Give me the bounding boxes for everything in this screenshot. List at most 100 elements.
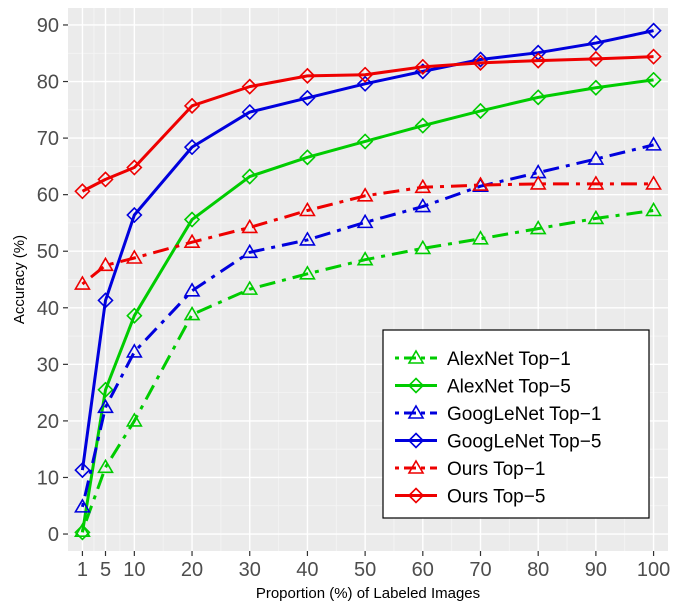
data-point — [414, 178, 432, 194]
x-tick-label: 5 — [100, 559, 111, 581]
legend: AlexNet Top−1 AlexNet Top−5 GoogLeNet Top−… — [382, 329, 650, 519]
data-point — [97, 381, 114, 398]
data-point — [183, 139, 201, 156]
legend-marker — [407, 432, 425, 449]
y-tick-label: 10 — [37, 467, 59, 489]
data-point — [356, 75, 374, 92]
series-line — [81, 209, 654, 532]
data-point — [645, 136, 662, 151]
data-point — [125, 249, 143, 264]
legend-label: Ours Top−1 — [447, 459, 545, 480]
legend-item: AlexNet Top−5 — [395, 377, 571, 398]
y-axis-title: Accuracy (%) — [11, 235, 28, 324]
series-layer — [74, 22, 662, 541]
y-tick-label: 30 — [37, 354, 59, 376]
data-point — [587, 209, 605, 225]
y-tick-label: 70 — [37, 128, 59, 150]
data-point — [645, 201, 662, 217]
data-point — [125, 343, 143, 358]
data-point — [472, 102, 489, 120]
x-tick-label: 50 — [354, 559, 376, 581]
x-tick-label: 40 — [296, 559, 318, 581]
series-ours-top-1 — [74, 175, 662, 290]
y-tick-label: 90 — [37, 15, 59, 37]
y-axis: 0 10 20 30 40 50 60 70 80 90 — [37, 15, 68, 546]
data-point — [74, 522, 91, 538]
data-point — [299, 67, 316, 85]
series-alexnet-top-5 — [74, 71, 662, 541]
y-tick-label: 20 — [37, 411, 59, 433]
data-point — [299, 89, 316, 107]
x-tick-label: 100 — [637, 559, 670, 581]
data-point — [74, 275, 91, 290]
legend-label: GoogLeNet Top−1 — [447, 404, 601, 425]
series-alexnet-top-1 — [74, 201, 662, 538]
data-point — [183, 305, 201, 321]
x-tick-label: 90 — [585, 559, 607, 581]
x-tick-label: 30 — [239, 559, 261, 581]
x-tick-label: 80 — [527, 559, 549, 581]
data-point — [414, 58, 431, 75]
data-point — [645, 22, 662, 39]
data-point — [183, 97, 201, 114]
legend-item: Ours Top−1 — [395, 459, 545, 480]
data-point — [530, 89, 547, 106]
y-tick-label: 80 — [37, 72, 59, 94]
legend-label: AlexNet Top−5 — [447, 377, 571, 398]
x-tick-label: 60 — [412, 559, 434, 581]
legend-item: GoogLeNet Top−1 — [395, 404, 601, 425]
data-point — [299, 231, 316, 246]
data-point — [587, 34, 605, 52]
data-point — [183, 282, 201, 297]
data-point — [529, 175, 547, 190]
legend-marker — [407, 349, 425, 364]
data-point — [241, 103, 258, 121]
data-point — [587, 175, 605, 190]
data-point — [472, 54, 489, 71]
x-tick-label: 20 — [181, 559, 203, 581]
data-point — [97, 292, 114, 309]
data-point — [530, 52, 547, 69]
data-point — [414, 197, 432, 213]
data-point — [74, 524, 91, 541]
data-point — [356, 66, 374, 83]
data-point — [241, 280, 259, 295]
y-tick-label: 40 — [37, 298, 59, 320]
data-point — [472, 176, 489, 191]
data-point — [126, 307, 143, 324]
data-point — [587, 150, 605, 165]
series-googlenet-top-5 — [74, 22, 662, 479]
legend-item: Ours Top−5 — [395, 487, 545, 508]
data-point — [587, 50, 605, 68]
legend-label: AlexNet Top−1 — [447, 349, 571, 370]
data-point — [241, 168, 258, 185]
data-point — [356, 251, 374, 266]
legend-label: Ours Top−5 — [447, 487, 545, 508]
data-point — [299, 149, 316, 166]
series-line — [80, 143, 654, 508]
legend-box — [382, 329, 650, 519]
legend-item: GoogLeNet Top−5 — [395, 432, 601, 453]
data-point — [299, 265, 316, 280]
data-point — [472, 51, 489, 68]
legend-label: GoogLeNet Top−5 — [447, 432, 601, 453]
data-point — [529, 220, 547, 235]
series-ours-top-5 — [74, 48, 662, 200]
legend-marker — [407, 487, 425, 504]
legend-item: AlexNet Top−1 — [395, 349, 571, 370]
data-point — [183, 233, 201, 248]
data-point — [241, 243, 259, 259]
data-point — [97, 398, 114, 414]
data-point — [299, 201, 316, 217]
data-point — [97, 458, 114, 474]
data-point — [414, 117, 431, 134]
data-point — [472, 230, 489, 245]
x-tick-label: 1 — [77, 559, 88, 581]
data-point — [645, 71, 662, 88]
data-point — [645, 175, 662, 190]
x-tick-label: 70 — [469, 559, 491, 581]
data-point — [356, 133, 374, 150]
x-axis: 1 5 10 20 30 40 50 60 70 80 90 100 — [77, 551, 670, 581]
y-tick-label: 50 — [37, 241, 59, 263]
